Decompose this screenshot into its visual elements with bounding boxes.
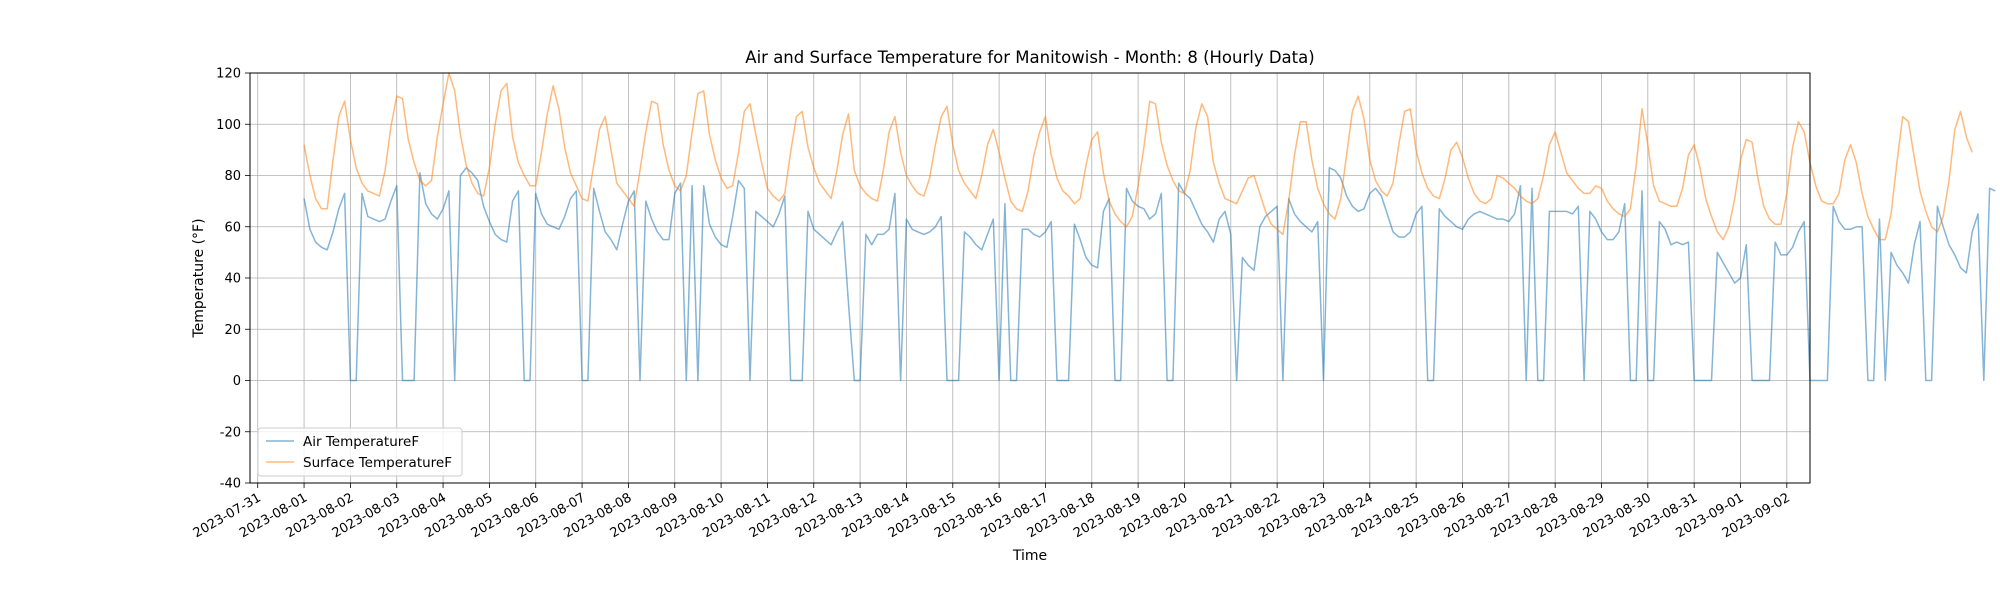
y-axis-label: Temperature (°F)	[191, 218, 207, 338]
y-tick-label: 100	[216, 118, 241, 133]
series-surface-temperature-line	[303, 72, 1973, 241]
legend-label-air: Air TemperatureF	[303, 434, 419, 450]
y-tick-label: 120	[216, 67, 241, 82]
x-axis-label: Time	[1012, 548, 1047, 564]
legend: Air TemperatureF Surface TemperatureF	[257, 427, 463, 477]
y-tick-label: 40	[224, 272, 241, 287]
y-tick-label: 20	[224, 323, 241, 338]
series-layer	[303, 72, 1996, 382]
y-tick-label: 80	[224, 169, 241, 184]
series-air-temperature-line	[303, 167, 1996, 382]
y-tick-label: -20	[220, 425, 241, 440]
legend-label-surface: Surface TemperatureF	[303, 455, 452, 471]
y-tick-label: -40	[220, 477, 241, 492]
legend-box	[257, 427, 463, 477]
y-tick-label: 0	[233, 374, 241, 389]
chart-title: Air and Surface Temperature for Manitowi…	[745, 48, 1314, 67]
y-tick-label: 60	[224, 220, 241, 235]
y-axis: -40 -20 0 20 40 60 80 100 120	[216, 67, 250, 492]
